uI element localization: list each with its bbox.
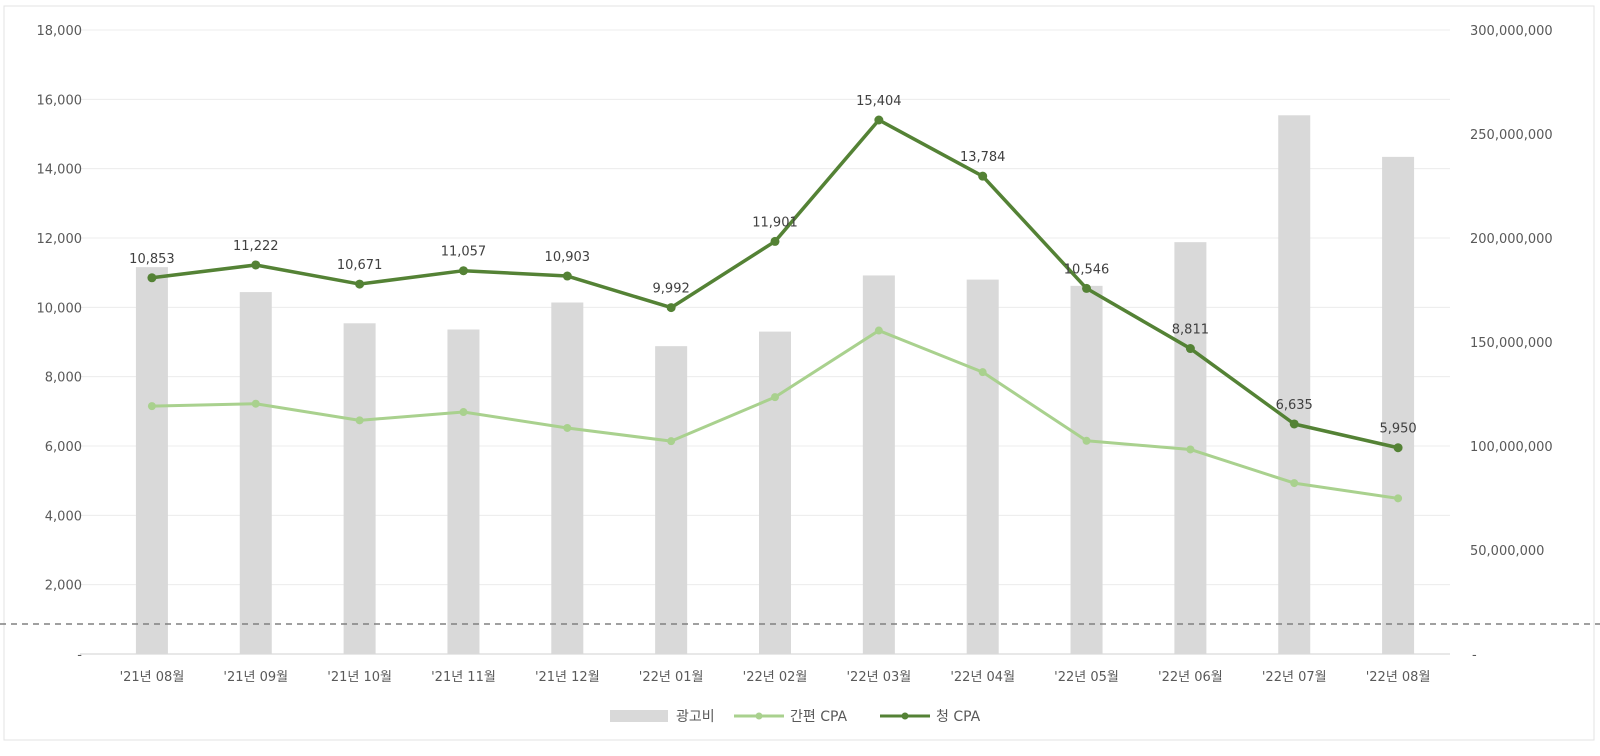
legend-item-simple-cpa: 간편 CPA — [734, 709, 848, 725]
data-label: 11,057 — [441, 245, 487, 260]
line-point — [562, 271, 572, 281]
x-axis-tick-label: '22년 08월 — [1366, 670, 1431, 685]
data-label: 9,992 — [653, 282, 690, 297]
left-axis-tick-label: 12,000 — [37, 232, 83, 247]
x-axis-tick-label: '21년 11월 — [431, 670, 496, 685]
x-axis-tick-label: '22년 02월 — [743, 670, 808, 685]
left-axis-tick-label: 16,000 — [37, 93, 83, 108]
line-point — [771, 393, 779, 402]
data-label: 10,903 — [545, 250, 591, 265]
right-y-axis: - 50,000,000 100,000,000 150,000,000 200,000… — [1470, 24, 1553, 663]
right-axis-tick-label: 100,000,000 — [1470, 440, 1553, 455]
legend-item-ad-spend: 광고비 — [610, 709, 715, 725]
bar-ad-spend — [655, 346, 688, 654]
line-point — [459, 408, 468, 417]
data-label: 6,635 — [1276, 398, 1313, 413]
line-point — [1394, 494, 1403, 503]
line-point — [355, 279, 365, 289]
line-point — [874, 115, 884, 125]
line-point — [1082, 283, 1092, 293]
legend: 광고비 간편 CPA 청 CPA — [610, 709, 981, 725]
legend-swatch-bar — [610, 710, 668, 722]
line-point — [147, 402, 156, 411]
line-point — [978, 368, 987, 377]
line-point — [1082, 436, 1091, 445]
right-axis-tick-label: 250,000,000 — [1470, 128, 1553, 143]
data-label: 5,950 — [1379, 422, 1416, 437]
right-axis-tick-label: 50,000,000 — [1470, 544, 1544, 559]
bar-ad-spend — [135, 267, 168, 654]
legend-label: 간편 CPA — [790, 709, 848, 725]
x-axis-tick-label: '22년 04월 — [950, 670, 1015, 685]
left-axis-tick-label: 2,000 — [45, 579, 82, 594]
right-axis-tick-label: 200,000,000 — [1470, 232, 1553, 247]
data-label: 11,901 — [752, 215, 798, 230]
right-axis-tick-label: 150,000,000 — [1470, 336, 1553, 351]
x-axis-tick-label: '22년 05월 — [1054, 670, 1119, 685]
line-point — [770, 236, 780, 246]
legend-label: 광고비 — [676, 709, 715, 725]
x-axis-tick-label: '21년 08월 — [120, 670, 185, 685]
data-label: 8,811 — [1172, 323, 1209, 338]
bar-ad-spend — [551, 302, 584, 654]
left-axis-tick-label: - — [77, 648, 82, 663]
left-axis-tick-label: 10,000 — [37, 301, 83, 316]
data-label: 11,222 — [233, 239, 279, 254]
x-axis-tick-label: '21년 09월 — [223, 670, 288, 685]
bar-ad-spend — [343, 323, 376, 654]
right-axis-tick-label: - — [1472, 648, 1477, 663]
line-point — [666, 303, 676, 313]
data-label: 10,853 — [129, 252, 175, 267]
x-axis: '21년 08월 '21년 09월 '21년 10월 '21년 11월 '21년 12월… — [120, 670, 1431, 685]
legend-swatch-marker — [901, 712, 909, 720]
line-point — [978, 171, 988, 181]
line-point — [355, 416, 364, 425]
legend-item-total-cpa: 청 CPA — [880, 709, 981, 725]
left-axis-tick-label: 8,000 — [45, 371, 82, 386]
left-axis-tick-label: 6,000 — [45, 440, 82, 455]
line-point — [251, 399, 260, 408]
data-label-layer: 10,853 11,222 10,671 11,057 10,903 9,992 11,90… — [129, 94, 1417, 437]
x-axis-tick-label: '21년 10월 — [327, 670, 392, 685]
line-point — [1186, 445, 1195, 454]
left-axis-tick-label: 4,000 — [45, 509, 82, 524]
left-axis-tick-label: 14,000 — [37, 163, 83, 178]
left-axis-tick-label: 18,000 — [37, 24, 83, 39]
x-axis-tick-label: '22년 06월 — [1158, 670, 1223, 685]
line-point — [458, 266, 468, 276]
line-series-layer — [147, 115, 1403, 503]
bar-ad-spend — [1278, 115, 1311, 654]
legend-label: 청 CPA — [936, 709, 981, 725]
line-point — [667, 437, 676, 446]
line-point — [1290, 479, 1299, 488]
line-point — [147, 273, 157, 283]
bar-ad-spend — [759, 331, 791, 654]
line-point — [1393, 443, 1403, 453]
line-point — [874, 326, 883, 335]
bar-ad-spend — [1070, 285, 1103, 654]
line-point — [1289, 419, 1299, 429]
data-label: 10,546 — [1064, 262, 1110, 277]
x-axis-tick-label: '22년 03월 — [846, 670, 911, 685]
bar-ad-spend — [447, 329, 480, 654]
line-point — [563, 423, 572, 432]
data-label: 13,784 — [960, 150, 1006, 165]
data-label: 10,671 — [337, 258, 383, 273]
bar-ad-spend — [239, 292, 272, 654]
x-axis-tick-label: '22년 01월 — [639, 670, 704, 685]
bar-ad-spend — [966, 279, 999, 654]
bar-ad-spend — [1382, 156, 1415, 654]
right-axis-tick-label: 300,000,000 — [1470, 24, 1553, 39]
left-y-axis: - 2,000 4,000 6,000 8,000 10,000 12,000 14,000 1… — [37, 24, 83, 663]
line-point — [251, 260, 261, 270]
x-axis-tick-label: '22년 07월 — [1262, 670, 1327, 685]
data-label: 15,404 — [856, 94, 902, 109]
line-point — [1185, 344, 1195, 354]
legend-swatch-marker — [755, 712, 763, 720]
x-axis-tick-label: '21년 12월 — [535, 670, 600, 685]
